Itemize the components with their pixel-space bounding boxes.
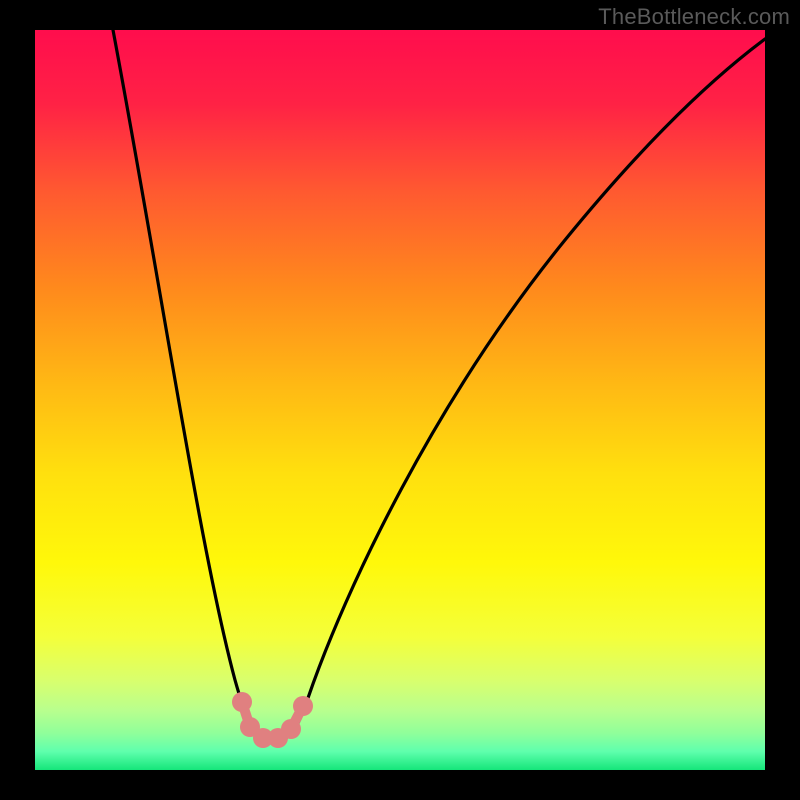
marker-point <box>293 696 313 716</box>
gradient-background <box>35 30 765 770</box>
marker-point <box>281 719 301 739</box>
plot-area <box>35 30 765 770</box>
marker-point <box>232 692 252 712</box>
watermark-label: TheBottleneck.com <box>598 4 790 30</box>
chart-container: TheBottleneck.com <box>0 0 800 800</box>
bottleneck-curve-chart <box>35 30 765 770</box>
